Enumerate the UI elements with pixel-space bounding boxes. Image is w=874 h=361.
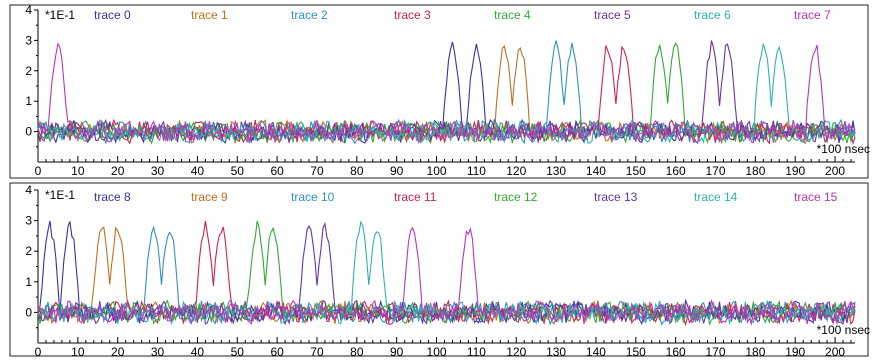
panel-frame — [9, 182, 869, 357]
y-tick-label: 2 — [25, 64, 32, 78]
x-tick-label: 120 — [506, 164, 526, 178]
x-tick-label: 100 — [427, 164, 447, 178]
x-tick-label: 0 — [35, 164, 42, 178]
x-tick-label: 90 — [390, 164, 404, 178]
y-tick-label: 4 — [25, 3, 32, 17]
x-tick-label: 190 — [785, 164, 805, 178]
x-axis-label: *100 nsec — [817, 323, 870, 337]
x-tick-label: 30 — [151, 345, 165, 359]
x-tick-label: 70 — [310, 164, 324, 178]
x-tick-label: 180 — [745, 164, 765, 178]
legend-entry: trace 1 — [191, 8, 228, 22]
series-line-trace-15 — [37, 226, 856, 326]
x-tick-label: 0 — [35, 345, 42, 359]
x-tick-label: 10 — [71, 345, 85, 359]
x-tick-label: 40 — [191, 345, 205, 359]
x-tick-label: 170 — [705, 345, 725, 359]
x-tick-label: 30 — [151, 164, 165, 178]
panel-frame — [9, 4, 869, 179]
x-tick-label: 10 — [71, 164, 85, 178]
x-tick-label: 140 — [586, 164, 606, 178]
x-tick-label: 60 — [270, 164, 284, 178]
x-tick-label: 190 — [785, 345, 805, 359]
x-tick-label: 110 — [467, 345, 486, 359]
x-tick-label: 180 — [745, 345, 765, 359]
legend-entry: trace 0 — [94, 8, 131, 22]
y-tick-label: 1 — [25, 94, 32, 108]
y-multiplier-label: *1E-1 — [45, 8, 75, 22]
x-tick-label: 20 — [111, 164, 125, 178]
x-tick-label: 40 — [191, 164, 205, 178]
legend-entry: trace 15 — [794, 190, 838, 204]
x-tick-label: 130 — [546, 345, 566, 359]
y-tick-label: 4 — [25, 183, 32, 197]
legend-entry: trace 11 — [394, 190, 437, 204]
legend-entry: trace 13 — [594, 190, 638, 204]
x-tick-label: 130 — [546, 164, 566, 178]
x-tick-label: 150 — [626, 345, 646, 359]
x-axis-label: *100 nsec — [817, 142, 870, 156]
x-tick-label: 100 — [427, 345, 447, 359]
x-tick-label: 70 — [310, 345, 324, 359]
legend-entry: trace 7 — [794, 8, 831, 22]
y-tick-label: 0 — [25, 125, 32, 139]
legend-entry: trace 12 — [494, 190, 538, 204]
x-tick-label: 150 — [626, 164, 646, 178]
series-line-trace-9 — [37, 226, 856, 325]
x-tick-label: 170 — [705, 164, 725, 178]
x-tick-label: 20 — [111, 345, 125, 359]
x-tick-label: 60 — [270, 345, 284, 359]
x-tick-label: 50 — [231, 345, 245, 359]
x-tick-label: 200 — [825, 164, 845, 178]
y-tick-label: 3 — [25, 33, 32, 47]
legend-entry: trace 4 — [494, 8, 531, 22]
x-tick-label: 90 — [390, 345, 404, 359]
series-line-trace-3 — [37, 45, 856, 146]
legend-entry: trace 8 — [94, 190, 131, 204]
y-tick-label: 2 — [25, 244, 32, 258]
x-tick-label: 80 — [350, 164, 364, 178]
legend-entry: trace 10 — [291, 190, 335, 204]
x-tick-label: 110 — [467, 164, 486, 178]
x-tick-label: 80 — [350, 345, 364, 359]
y-tick-label: 1 — [25, 275, 32, 289]
x-tick-label: 160 — [666, 164, 686, 178]
series-line-trace-7 — [37, 42, 856, 145]
legend-entry: trace 14 — [694, 190, 738, 204]
series-line-trace-6 — [37, 43, 856, 145]
y-tick-label: 3 — [25, 214, 32, 228]
legend-entry: trace 3 — [394, 8, 431, 22]
legend-entry: trace 9 — [191, 190, 228, 204]
y-tick-label: 0 — [25, 305, 32, 319]
legend-entry: trace 5 — [594, 8, 631, 22]
chart-panel-1: 0 10 20 30 40 50 60 70 80 90 100 110 120 130 140 150 160… — [9, 3, 870, 179]
x-tick-label: 140 — [586, 345, 606, 359]
x-tick-label: 120 — [506, 345, 526, 359]
chart-panel-2: 0 10 20 30 40 50 60 70 80 90 100 110 120 130 140 150 160… — [9, 182, 870, 359]
x-tick-label: 160 — [666, 345, 686, 359]
x-tick-label: 50 — [231, 164, 245, 178]
legend-entry: trace 2 — [291, 8, 328, 22]
y-multiplier-label: *1E-1 — [45, 188, 75, 202]
x-tick-label: 200 — [825, 345, 845, 359]
legend-entry: trace 6 — [694, 8, 731, 22]
